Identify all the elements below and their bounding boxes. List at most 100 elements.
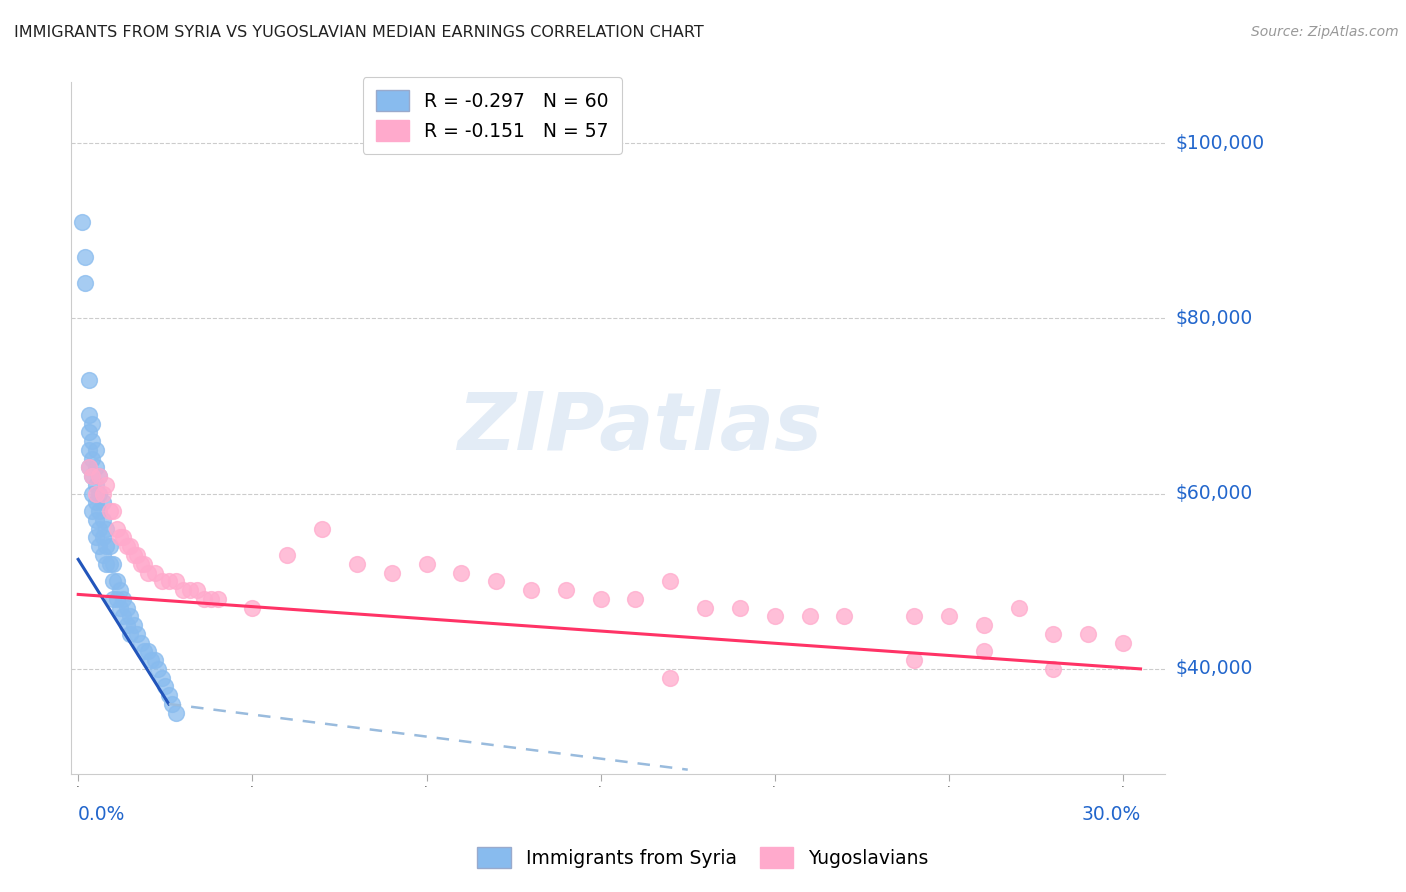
Point	[115, 600, 138, 615]
Point	[143, 653, 166, 667]
Point	[520, 582, 543, 597]
Point	[77, 442, 100, 457]
Point	[94, 478, 117, 492]
Point	[311, 522, 333, 536]
Point	[136, 644, 159, 658]
Point	[115, 539, 138, 553]
Point	[120, 609, 142, 624]
Point	[108, 531, 131, 545]
Point	[141, 653, 163, 667]
Text: 0.0%: 0.0%	[79, 805, 125, 823]
Point	[84, 486, 107, 500]
Text: $60,000: $60,000	[1175, 484, 1253, 503]
Point	[98, 504, 121, 518]
Point	[82, 504, 104, 518]
Point	[77, 460, 100, 475]
Point	[120, 627, 142, 641]
Point	[101, 574, 124, 589]
Legend: R = -0.297   N = 60, R = -0.151   N = 57: R = -0.297 N = 60, R = -0.151 N = 57	[363, 78, 621, 154]
Point	[122, 618, 145, 632]
Point	[98, 557, 121, 571]
Point	[136, 566, 159, 580]
Text: $80,000: $80,000	[1175, 309, 1253, 328]
Point	[82, 469, 104, 483]
Point	[346, 557, 368, 571]
Point	[75, 250, 97, 264]
Point	[91, 486, 114, 500]
Point	[207, 591, 229, 606]
Point	[84, 478, 107, 492]
Point	[120, 539, 142, 553]
Point	[659, 671, 682, 685]
Point	[276, 548, 298, 562]
Point	[94, 522, 117, 536]
Point	[115, 618, 138, 632]
Point	[105, 591, 128, 606]
Point	[1007, 600, 1029, 615]
Point	[101, 504, 124, 518]
Point	[87, 522, 110, 536]
Point	[148, 662, 170, 676]
Point	[129, 557, 152, 571]
Point	[101, 591, 124, 606]
Point	[728, 600, 751, 615]
Text: $100,000: $100,000	[1175, 134, 1264, 153]
Point	[105, 522, 128, 536]
Point	[91, 513, 114, 527]
Point	[82, 417, 104, 431]
Point	[87, 539, 110, 553]
Point	[84, 442, 107, 457]
Point	[112, 609, 135, 624]
Point	[91, 548, 114, 562]
Point	[82, 486, 104, 500]
Point	[87, 469, 110, 483]
Point	[834, 609, 856, 624]
Point	[903, 609, 925, 624]
Point	[82, 469, 104, 483]
Point	[108, 600, 131, 615]
Point	[415, 557, 437, 571]
Point	[554, 582, 576, 597]
Point	[157, 688, 180, 702]
Point	[84, 531, 107, 545]
Legend: Immigrants from Syria, Yugoslavians: Immigrants from Syria, Yugoslavians	[470, 840, 936, 875]
Point	[84, 495, 107, 509]
Point	[70, 215, 93, 229]
Text: IMMIGRANTS FROM SYRIA VS YUGOSLAVIAN MEDIAN EARNINGS CORRELATION CHART: IMMIGRANTS FROM SYRIA VS YUGOSLAVIAN MED…	[14, 25, 704, 40]
Point	[172, 582, 194, 597]
Point	[763, 609, 786, 624]
Point	[624, 591, 647, 606]
Point	[1042, 627, 1064, 641]
Text: Source: ZipAtlas.com: Source: ZipAtlas.com	[1251, 25, 1399, 39]
Point	[82, 434, 104, 448]
Point	[695, 600, 717, 615]
Point	[157, 574, 180, 589]
Point	[200, 591, 222, 606]
Point	[162, 697, 184, 711]
Point	[143, 566, 166, 580]
Point	[150, 574, 173, 589]
Point	[240, 600, 263, 615]
Point	[165, 574, 187, 589]
Point	[450, 566, 472, 580]
Point	[77, 460, 100, 475]
Point	[1112, 635, 1135, 649]
Point	[87, 486, 110, 500]
Point	[938, 609, 960, 624]
Point	[101, 557, 124, 571]
Point	[77, 373, 100, 387]
Point	[77, 425, 100, 440]
Point	[799, 609, 821, 624]
Point	[122, 548, 145, 562]
Point	[127, 627, 149, 641]
Point	[165, 706, 187, 720]
Point	[91, 495, 114, 509]
Point	[659, 574, 682, 589]
Point	[485, 574, 508, 589]
Point	[105, 574, 128, 589]
Text: ZIPatlas: ZIPatlas	[457, 389, 823, 467]
Point	[82, 451, 104, 466]
Point	[973, 618, 995, 632]
Point	[179, 582, 201, 597]
Point	[903, 653, 925, 667]
